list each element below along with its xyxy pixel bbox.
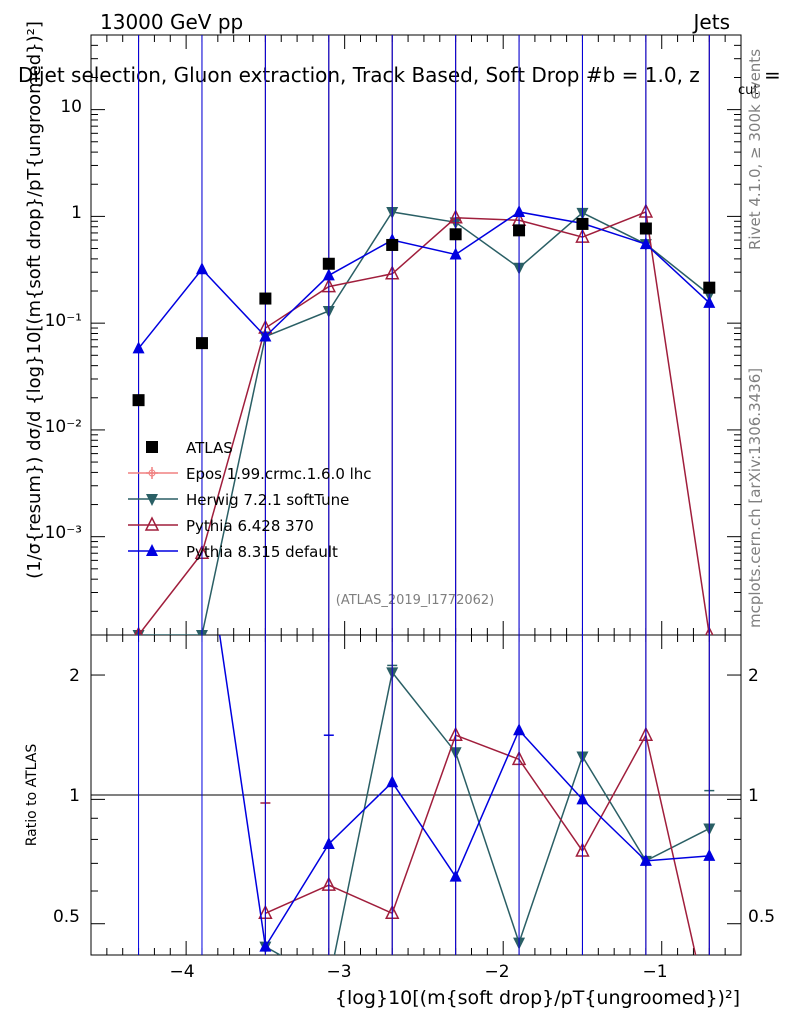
ratio-point-4-3 (322, 836, 335, 849)
atlas-point-8 (639, 222, 652, 235)
y-tick-labels-main: 10⁻³ 10⁻² 10⁻¹ 1 10 (45, 97, 82, 543)
ratio-point-4-9 (703, 848, 716, 861)
ratio-tick-label-right-2: 2 (748, 666, 759, 686)
category-label: Jets (692, 10, 730, 34)
y-axis-label-main: (1/σ{resum}) dσ/d {log}10[(m{soft drop}/… (24, 21, 45, 579)
y-tick-label-1: 1 (71, 203, 82, 223)
y-axis-label-ratio: Ratio to ATLAS (24, 744, 40, 847)
atlas-point-9 (703, 281, 716, 294)
ratio-tick-label-0.5: 0.5 (53, 907, 80, 927)
ratio-point-4-2 (259, 939, 272, 952)
legend-label-herwig: Herwig 7.2.1 softTune (186, 491, 349, 509)
x-tick-label-m1: −1 (642, 962, 667, 982)
atlas-point-7 (576, 217, 589, 230)
y-tick-label-1e-3: 10⁻³ (45, 523, 82, 543)
ratio-tick-label-right-0.5: 0.5 (748, 907, 775, 927)
ratio-plot-area (138, 635, 716, 955)
legend-marker-4 (146, 544, 158, 556)
ratio-point-4-5 (449, 869, 462, 882)
legend-label-atlas: ATLAS (186, 439, 233, 457)
ratio-point-4-7 (576, 792, 589, 805)
plot-title-subscript: cut (738, 83, 758, 98)
x-tick-label-m2: −2 (484, 962, 509, 982)
legend-marker-3 (144, 516, 160, 531)
series-line-2 (138, 211, 710, 635)
data-point-4-9 (703, 295, 716, 308)
analysis-id: (ATLAS_2019_I1772062) (336, 593, 494, 608)
data-point-4-0 (132, 341, 145, 354)
series-line-3 (137, 210, 711, 635)
ratio-tick-label-2: 2 (69, 666, 80, 686)
energy-label: 13000 GeV pp (100, 10, 243, 34)
data-point-4-6 (513, 204, 526, 217)
y-tick-label-1e-1: 10⁻¹ (45, 311, 82, 331)
legend-label-pythia8: Pythia 8.315 default (186, 543, 338, 561)
data-point-4-2 (259, 329, 272, 342)
plot-title-end: = (764, 63, 781, 87)
ratio-line-4 (218, 635, 710, 949)
rivet-label: Rivet 4.1.0, ≥ 300k events (746, 49, 764, 250)
mcplots-label: mcplots.cern.ch [arXiv:1306.3436] (746, 368, 764, 628)
ratio-tick-label-right-1: 1 (748, 786, 759, 806)
atlas-point-5 (449, 228, 462, 241)
data-point-4-5 (449, 247, 462, 260)
data-point-3-0 (134, 626, 143, 635)
atlas-point-1 (195, 337, 208, 350)
ratio-point-4-4 (386, 775, 399, 788)
y-tick-label-1e-2: 10⁻² (45, 417, 82, 437)
y-tick-labels-ratio: 0.5 1 2 0.5 1 2 (53, 666, 775, 927)
atlas-point-0 (132, 394, 145, 407)
legend-label-pythia6: Pythia 6.428 370 (186, 517, 314, 535)
ratio-point-4-8 (639, 853, 652, 866)
y-tick-label-10: 10 (60, 97, 82, 117)
atlas-point-3 (322, 257, 335, 270)
x-tick-label-m3: −3 (326, 962, 351, 982)
ratio-line-2 (265, 670, 710, 955)
plot-title: Dijet selection, Gluon extraction, Track… (18, 63, 700, 87)
data-point-4-8 (639, 237, 652, 250)
legend: ATLAS Epos 1.99.crmc.1.6.0 lhc Herwig 7.… (128, 439, 372, 561)
ratio-tick-label-1: 1 (69, 786, 80, 806)
legend-marker-2 (146, 494, 158, 506)
data-point-3-9 (704, 626, 714, 635)
ratio-point-4-6 (513, 723, 526, 736)
series-line-4 (137, 211, 710, 349)
legend-marker-0 (146, 441, 158, 453)
atlas-point-6 (513, 224, 526, 237)
x-tick-labels: −4 −3 −2 −1 (169, 962, 667, 982)
atlas-point-2 (259, 292, 272, 305)
data-point-4-1 (195, 262, 208, 275)
legend-label-epos: Epos 1.99.crmc.1.6.0 lhc (186, 465, 372, 483)
x-tick-label-m4: −4 (169, 962, 194, 982)
x-axis-label: {log}10[(m{soft drop}/pT{ungroomed})²] (335, 987, 740, 1009)
ratio-line-3 (265, 733, 697, 955)
data-point-4-3 (322, 268, 335, 281)
main-plot-area (132, 35, 716, 635)
atlas-point-4 (386, 238, 399, 251)
legend-marker-1 (146, 467, 158, 479)
